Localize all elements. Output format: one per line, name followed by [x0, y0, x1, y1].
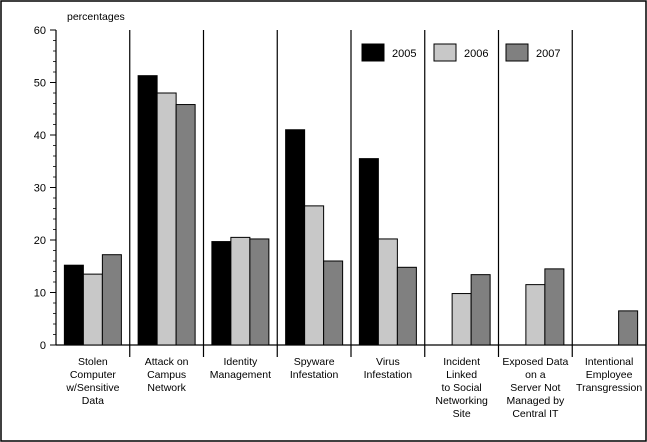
category-label: Spyware Infestation [290, 356, 339, 381]
bar-2006-cat6 [451, 293, 472, 346]
category-label: Intentional Employee Transgression [576, 356, 642, 394]
category-label: Attack on Campus Network [145, 356, 189, 394]
y-tick-label: 0 [40, 340, 46, 352]
category-label: Identity Management [210, 356, 271, 381]
category-label: Exposed Data on a Server Not Managed by Cent… [502, 356, 568, 420]
bar-2006-cat3 [230, 236, 251, 346]
bar-2005-cat3 [211, 241, 232, 346]
legend-swatch-2005 [361, 43, 385, 62]
bar-2006-cat2 [156, 92, 177, 346]
legend-swatch-2006 [433, 43, 457, 62]
bar-2006-cat1 [82, 273, 103, 346]
plot-area: 0 10 20 30 40 50 60 Stolen Computer w/Sensitive Da… [34, 25, 646, 420]
y-tick-label: 50 [34, 78, 46, 90]
bar-2005-cat4 [285, 129, 306, 346]
bar-2007-cat5 [396, 266, 417, 346]
y-tick-label: 20 [34, 235, 46, 247]
bar-2007-cat4 [323, 260, 344, 346]
y-axis-label: percentages [67, 11, 125, 23]
bar-2006-cat4 [304, 205, 325, 346]
bar-2005-cat5 [358, 158, 379, 346]
y-tick-label: 10 [34, 288, 46, 300]
bar-2006-cat7 [525, 284, 546, 346]
category-label: Incident Linked to Social Networking Site [435, 356, 488, 420]
y-tick-label: 60 [34, 25, 46, 37]
bar-2007-cat2 [175, 104, 196, 346]
bar-2005-cat2 [137, 75, 158, 346]
bar-2007-cat6 [470, 274, 491, 346]
bar-2005-cat1 [63, 264, 84, 346]
category-label: Virus Infestation [364, 356, 413, 381]
legend-label-2007: 2007 [536, 48, 560, 60]
legend-label-2005: 2005 [392, 48, 416, 60]
bar-2007-cat7 [544, 268, 565, 346]
legend-swatch-2007 [505, 43, 529, 62]
bar-2007-cat8 [618, 310, 639, 346]
category-label: Stolen Computer w/Sensitive Data [65, 356, 119, 407]
bar-2006-cat5 [377, 238, 398, 346]
bar-2007-cat1 [101, 254, 122, 346]
y-tick-label: 40 [34, 130, 46, 142]
bar-2007-cat3 [249, 238, 270, 346]
y-tick-label: 30 [34, 183, 46, 195]
legend-label-2006: 2006 [464, 48, 488, 60]
